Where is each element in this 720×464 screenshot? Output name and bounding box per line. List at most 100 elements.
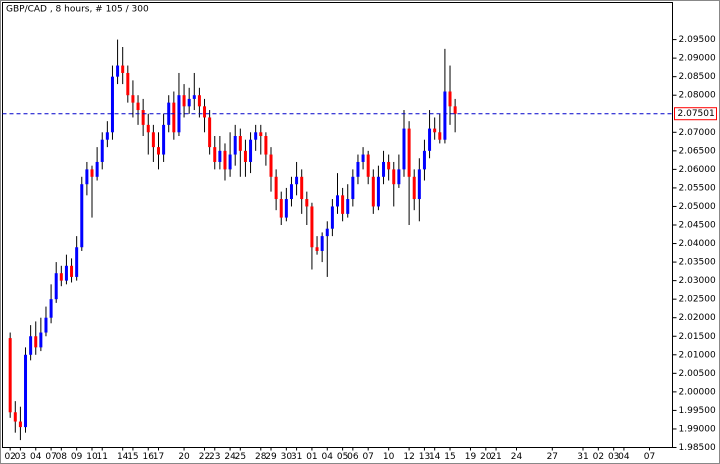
candle-body: [269, 154, 273, 177]
candle-body: [203, 106, 207, 118]
candle-body: [151, 132, 155, 148]
candle-body: [371, 176, 375, 207]
candle-body: [90, 169, 94, 177]
y-tick-label: 2.08000: [679, 91, 716, 101]
x-tick-label: 07: [644, 452, 655, 462]
candle-body: [141, 110, 145, 125]
y-tick-label: 2.04500: [679, 221, 716, 231]
candle-body: [136, 102, 140, 111]
candle-body: [223, 150, 227, 170]
x-tick-label: 20: [480, 452, 492, 462]
candle-body: [289, 184, 293, 200]
y-tick-label: 2.05500: [679, 183, 716, 193]
candle-body: [279, 199, 283, 218]
x-tick-label: 08: [56, 452, 68, 462]
x-tick-label: 01: [306, 452, 317, 462]
x-tick-label: 14: [429, 452, 441, 462]
candle-body: [192, 95, 196, 99]
chart-title: GBP/CAD , 8 hours, # 105 / 300: [6, 5, 149, 15]
y-tick-label: 2.02500: [679, 295, 716, 305]
candle-body: [443, 91, 447, 140]
x-tick-label: 15: [127, 452, 138, 462]
candle-body: [44, 317, 48, 333]
candle-body: [100, 139, 104, 162]
candle-body: [341, 195, 345, 214]
y-tick-label: 2.04000: [679, 239, 716, 249]
x-tick-label: 25: [235, 452, 246, 462]
candle-body: [213, 147, 217, 162]
x-tick-label: 06: [347, 452, 359, 462]
x-tick-label: 29: [265, 452, 277, 462]
candle-body: [34, 336, 38, 348]
y-tick-label: 2.02000: [679, 313, 716, 323]
y-tick-label: 2.03500: [679, 258, 716, 268]
x-tick-label: 23: [209, 452, 220, 462]
candle-body: [346, 199, 350, 214]
current-price-box: [674, 107, 717, 121]
x-tick-label: 07: [45, 452, 56, 462]
y-tick-label: 2.09500: [679, 35, 716, 45]
candle-body: [310, 206, 314, 248]
plot-area: [2, 2, 673, 448]
candle-body: [131, 95, 135, 103]
candle-body: [243, 150, 247, 162]
y-tick-label: 2.05000: [679, 202, 716, 212]
x-tick-label: 30: [281, 452, 293, 462]
y-tick-label: 2.07000: [679, 128, 716, 138]
x-tick-label: 19: [465, 452, 477, 462]
x-tick-label: 15: [444, 452, 455, 462]
candle-body: [330, 206, 334, 229]
candle-body: [320, 236, 324, 251]
candle-body: [356, 161, 360, 177]
candle-body: [116, 65, 120, 77]
candle-body: [259, 132, 263, 136]
y-tick-label: 2.01500: [679, 332, 716, 342]
candle-body: [218, 150, 222, 162]
candle-body: [315, 247, 319, 251]
candle-body: [274, 176, 278, 200]
x-tick-label: 27: [547, 452, 558, 462]
candle-body: [39, 332, 43, 348]
candle-body: [29, 336, 33, 355]
y-tick-label: 2.01000: [679, 350, 716, 360]
x-tick-label: 14: [117, 452, 129, 462]
candle-body: [167, 102, 171, 125]
y-tick-label: 2.00000: [679, 387, 716, 397]
y-tick-label: 2.06000: [679, 165, 716, 175]
candle-body: [325, 228, 329, 237]
y-tick-label: 1.98500: [679, 443, 716, 453]
candle-body: [208, 117, 212, 148]
candle-body: [305, 199, 309, 207]
candle-body: [336, 195, 339, 207]
candle-body: [433, 128, 437, 133]
candle-body: [8, 338, 12, 413]
current-price-label: 2.07501: [678, 109, 715, 119]
candle-body: [49, 299, 53, 318]
y-tick-label: 2.08500: [679, 72, 716, 82]
candle-body: [105, 132, 109, 140]
x-tick-label: 02: [4, 452, 15, 462]
candle-body: [80, 184, 84, 248]
candle-body: [187, 98, 191, 107]
x-tick-label: 05: [337, 452, 348, 462]
candle-body: [233, 136, 237, 155]
x-tick-label: 10: [383, 452, 395, 462]
x-tick-label: 24: [224, 452, 236, 462]
candle-body: [197, 95, 201, 107]
x-tick-label: 03: [608, 452, 619, 462]
y-tick-label: 1.99500: [679, 406, 716, 416]
candle-body: [254, 132, 258, 140]
x-tick-label: 28: [255, 452, 267, 462]
x-tick-label: 12: [403, 452, 414, 462]
candle-body: [366, 154, 370, 177]
candle-body: [402, 128, 406, 170]
candle-body: [392, 169, 396, 185]
candle-body: [182, 95, 186, 107]
candle-body: [351, 176, 355, 200]
candle-body: [422, 150, 426, 170]
candle-body: [382, 161, 386, 177]
x-tick-label: 13: [419, 452, 430, 462]
candle-body: [295, 176, 299, 185]
x-tick-label: 31: [577, 452, 588, 462]
